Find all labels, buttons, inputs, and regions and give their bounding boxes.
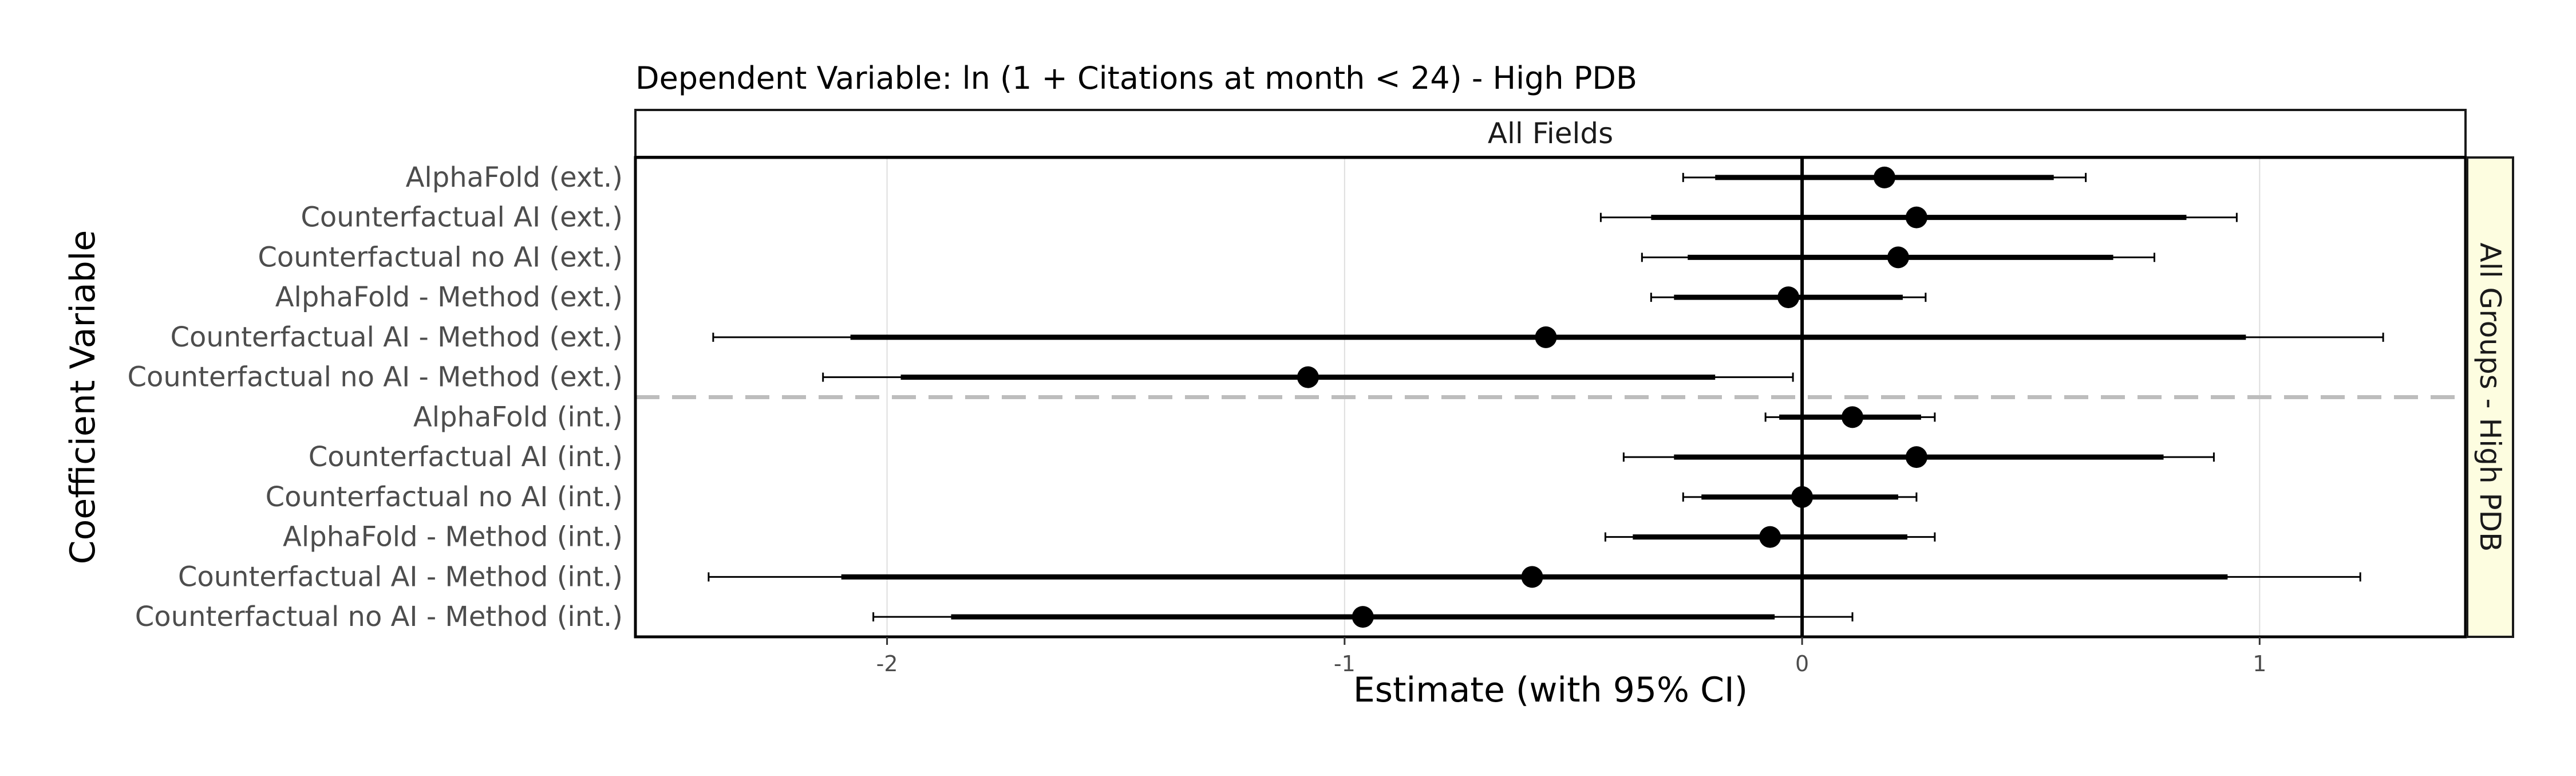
estimate-point [1352,606,1374,628]
estimate-row-4 [712,326,2384,348]
estimate-point [1777,286,1800,309]
x-tick-label: -1 [1334,651,1356,676]
estimate-point [1535,326,1557,348]
estimate-row-7 [1622,446,2215,468]
coefficient-label: Counterfactual no AI - Method (ext.) [127,361,623,393]
estimate-point [1887,246,1909,269]
estimate-row-0 [1682,166,2087,188]
coefficient-label: Counterfactual AI (ext.) [301,202,623,234]
x-tick-label: -2 [876,651,898,676]
estimate-point [1905,206,1927,229]
coefficient-label: AlphaFold - Method (ext.) [275,281,623,313]
estimate-point [1521,566,1543,588]
coefficient-label: AlphaFold (int.) [413,401,623,433]
coefficient-label: Counterfactual no AI (int.) [266,481,623,513]
facet-strip-right [2466,156,2514,638]
estimate-row-1 [1599,206,2238,229]
coefficient-label: AlphaFold (ext.) [406,161,623,194]
panel-border [634,156,2467,639]
estimate-row-8 [1682,486,1918,508]
x-axis-title: Estimate (with 95% CI) [1353,670,1748,710]
estimate-row-2 [1641,246,2156,269]
coefficient-label: Counterfactual no AI (ext.) [258,241,623,273]
estimate-marks [708,166,2384,628]
coefficient-labels: AlphaFold (ext.) Counterfactual AI (ext.)… [127,161,623,633]
estimate-point [1791,486,1814,508]
estimate-row-5 [822,366,1794,388]
x-tick-label: 1 [2253,651,2266,676]
estimate-row-3 [1650,286,1927,309]
x-axis-ticks: -2 -1 0 1 [876,637,2266,676]
estimate-row-6 [1764,406,1936,428]
estimate-row-10 [708,566,2361,588]
estimate-point [1297,366,1319,388]
coefficient-label: Counterfactual AI - Method (ext.) [171,321,623,353]
estimate-row-11 [872,606,1854,628]
chart-title: Dependent Variable: ln (1 + Citations at… [635,60,1637,96]
facet-strip-top-label: All Fields [1488,117,1613,150]
estimate-point [1842,406,1864,428]
y-axis-title: Coefficient Variable [63,230,103,565]
coefficient-label: Counterfactual no AI - Method (int.) [135,601,623,633]
facet-strip-top [634,109,2467,158]
estimate-point [1905,446,1927,468]
facet-strip-right-label: All Groups - High PDB [2474,243,2507,552]
x-tick-label: 0 [1795,651,1809,676]
coefficient-label: Counterfactual AI (int.) [309,441,623,473]
estimate-row-9 [1604,526,1936,548]
coefficient-label: AlphaFold - Method (int.) [283,521,623,553]
estimate-point [1759,526,1781,548]
estimate-point [1873,166,1895,188]
coefficient-label: Counterfactual AI - Method (int.) [178,561,623,593]
